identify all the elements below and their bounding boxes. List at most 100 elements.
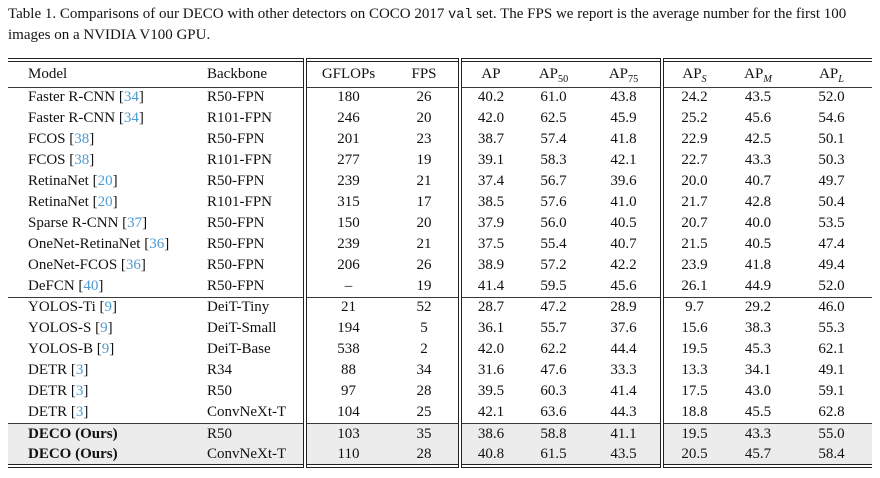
ap50-cell: 61.5 [540, 445, 567, 462]
citation-link[interactable]: 9 [104, 299, 113, 316]
gflops-cell: 97 [303, 381, 390, 402]
caption-text: set. The FPS we report is the average nu… [8, 6, 847, 43]
ap-cell: 37.9 [458, 213, 520, 234]
apl-cell: 47.4 [818, 236, 845, 252]
ap-cell: 31.6 [458, 360, 520, 381]
aps-cell: 26.1 [660, 276, 725, 297]
backbone-cell: R50-FPN [207, 257, 265, 273]
table-row: DECO (Ours) R50 103 35 38.6 58.8 41.1 19.5 43.3 5… [8, 423, 872, 445]
model-cell: DECO (Ours) [28, 445, 118, 462]
aps-cell: 17.5 [660, 381, 725, 402]
citation-link[interactable]: 20 [97, 194, 113, 210]
apm-cell: 41.8 [744, 257, 772, 273]
ap50-cell: 57.6 [540, 194, 567, 210]
aps-cell: 15.6 [660, 318, 725, 339]
fps-cell: 23 [416, 131, 432, 147]
gflops-cell: 201 [303, 129, 390, 150]
ap50-cell: 47.2 [540, 299, 567, 316]
ap-cell: 39.1 [458, 150, 520, 171]
apl-cell: 49.7 [818, 173, 845, 189]
aps-cell: 25.2 [660, 108, 725, 129]
apl-cell: 54.6 [818, 110, 845, 126]
ap-cell: 38.9 [458, 255, 520, 276]
model-cell: Faster R-CNN [34] [28, 89, 144, 106]
backbone-cell: R34 [207, 362, 233, 378]
ap75-cell: 41.1 [610, 425, 637, 442]
column-header-apm: APM [744, 65, 772, 85]
table-row: Faster R-CNN [34] R50-FPN 180 26 40.2 61.0 43.… [8, 87, 872, 108]
aps-cell: 9.7 [660, 297, 725, 318]
citation-link[interactable]: 9 [101, 341, 110, 357]
citation-link[interactable]: 3 [75, 362, 84, 378]
apm-cell: 43.3 [744, 425, 772, 442]
model-cell: YOLOS-Ti [9] [28, 299, 118, 316]
apl-cell: 46.0 [818, 299, 845, 316]
apl-cell: 52.0 [818, 277, 845, 294]
gflops-cell: 239 [303, 234, 390, 255]
citation-link[interactable]: 34 [123, 110, 139, 126]
ap50-cell: 62.2 [540, 341, 567, 357]
ap75-cell: 42.1 [610, 152, 637, 168]
ap75-cell: 41.0 [610, 194, 637, 210]
column-header-ap: AP [458, 60, 520, 87]
citation-link[interactable]: 36 [149, 236, 165, 252]
ap-cell: 40.8 [458, 444, 520, 466]
column-header-backbone: Backbone [207, 65, 267, 82]
apm-cell: 38.3 [744, 320, 772, 336]
ap50-cell: 58.8 [540, 425, 567, 442]
apm-cell: 40.5 [744, 236, 772, 252]
ap50-cell: 47.6 [540, 362, 567, 378]
backbone-cell: R50-FPN [207, 236, 265, 252]
citation-link[interactable]: 36 [125, 257, 141, 273]
citation-link[interactable]: 3 [75, 403, 84, 420]
gflops-cell: 277 [303, 150, 390, 171]
table-caption: Table 1. Comparisons of our DECO with ot… [8, 5, 870, 44]
apl-cell: 49.4 [818, 257, 845, 273]
apm-cell: 43.0 [744, 383, 772, 399]
citation-link[interactable]: 38 [74, 131, 90, 147]
citation-link[interactable]: 38 [74, 152, 90, 168]
column-header-ap75: AP75 [608, 65, 639, 85]
ap75-cell: 44.4 [610, 341, 637, 357]
ap50-cell: 62.5 [540, 110, 567, 126]
gflops-cell: 246 [303, 108, 390, 129]
backbone-cell: ConvNeXt-T [207, 445, 287, 462]
citation-link[interactable]: 34 [123, 89, 139, 106]
apm-cell: 29.2 [744, 299, 772, 316]
backbone-cell: R50 [207, 383, 233, 399]
ap50-cell: 57.4 [540, 131, 567, 147]
citation-link[interactable]: 9 [100, 320, 108, 336]
aps-cell: 24.2 [660, 87, 725, 108]
citation-link[interactable]: 37 [127, 215, 143, 231]
aps-cell: 20.5 [660, 444, 725, 466]
ap75-cell: 45.6 [610, 277, 637, 294]
backbone-cell: DeiT-Tiny [207, 299, 270, 316]
column-header-gflops: GFLOPs [303, 60, 390, 87]
gflops-cell: 206 [303, 255, 390, 276]
model-cell: DETR [3] [28, 403, 89, 420]
fps-cell: 25 [416, 403, 432, 420]
model-cell: RetinaNet [20] [28, 194, 118, 210]
model-cell: RetinaNet [20] [28, 173, 118, 189]
fps-cell: 21 [416, 173, 432, 189]
fps-cell: 19 [416, 152, 432, 168]
apm-cell: 40.0 [744, 215, 772, 231]
backbone-cell: R101-FPN [207, 152, 273, 168]
model-cell: YOLOS-B [9] [28, 341, 115, 357]
ap-cell: 37.4 [458, 171, 520, 192]
ap75-cell: 44.3 [610, 403, 637, 420]
citation-link[interactable]: 3 [75, 383, 84, 399]
ap75-cell: 40.7 [610, 236, 637, 252]
header-row: Model Backbone GFLOPs FPS AP AP50 AP75 APS APM AP… [8, 60, 872, 87]
citation-link[interactable]: 20 [97, 173, 113, 189]
model-cell: Sparse R-CNN [37] [28, 215, 148, 231]
apm-cell: 43.5 [744, 89, 772, 106]
ap-cell: 38.6 [458, 423, 520, 445]
table-row: YOLOS-B [9] DeiT-Base 538 2 42.0 62.2 44.4 19.5… [8, 339, 872, 360]
fps-cell: 28 [416, 383, 432, 399]
citation-link[interactable]: 40 [83, 277, 99, 294]
backbone-cell: R50-FPN [207, 215, 265, 231]
caption-text: Table 1. Comparisons of our DECO with ot… [8, 6, 449, 22]
ap75-cell: 45.9 [610, 110, 637, 126]
gflops-cell: 180 [303, 87, 390, 108]
